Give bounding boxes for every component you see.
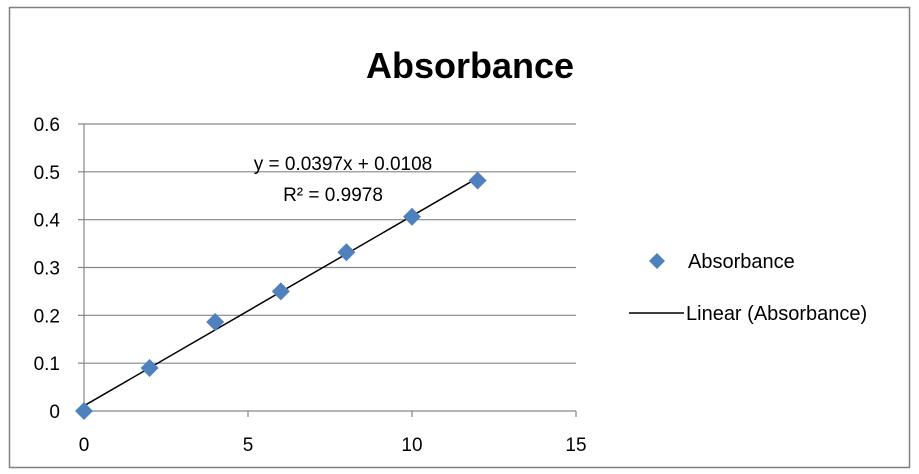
data-point (403, 207, 421, 226)
chart-border (8, 6, 911, 469)
y-tick-label: 0 (49, 402, 60, 423)
x-tick-labels: 0 5 10 15 (79, 435, 587, 456)
x-tick-label: 0 (79, 435, 90, 456)
y-tick-label: 0.2 (34, 306, 60, 327)
y-tick-label: 0.1 (34, 354, 60, 375)
data-point (337, 243, 356, 262)
data-points (75, 171, 487, 420)
legend-item-series: Absorbance (649, 251, 795, 273)
y-tick-label: 0.4 (34, 211, 61, 232)
y-tick-labels: 0 0.1 0.2 0.3 0.4 0.5 0.6 (34, 115, 61, 423)
trendline-r2-label: R² = 0.9978 (283, 185, 383, 206)
legend-item-trendline: Linear (Absorbance) (629, 303, 867, 325)
chart-title: Absorbance (366, 45, 574, 86)
legend-diamond-marker (649, 253, 665, 269)
trendline-equation-label: y = 0.0397x + 0.0108 (254, 154, 433, 175)
y-tick-label: 0.6 (34, 115, 60, 136)
data-point (468, 171, 487, 190)
x-tick-label: 10 (401, 435, 422, 456)
y-tick-label: 0.3 (34, 259, 60, 280)
legend-series-label: Absorbance (688, 251, 795, 273)
legend: Absorbance Linear (Absorbance) (629, 251, 867, 325)
x-tick-label: 5 (243, 435, 254, 456)
y-tick-label: 0.5 (34, 163, 60, 184)
gridlines (84, 123, 576, 364)
data-point (140, 358, 159, 377)
data-point (206, 313, 225, 332)
data-point (271, 282, 290, 301)
legend-trendline-label: Linear (Absorbance) (686, 303, 867, 325)
data-point (75, 402, 93, 420)
x-tick-label: 15 (565, 435, 586, 456)
